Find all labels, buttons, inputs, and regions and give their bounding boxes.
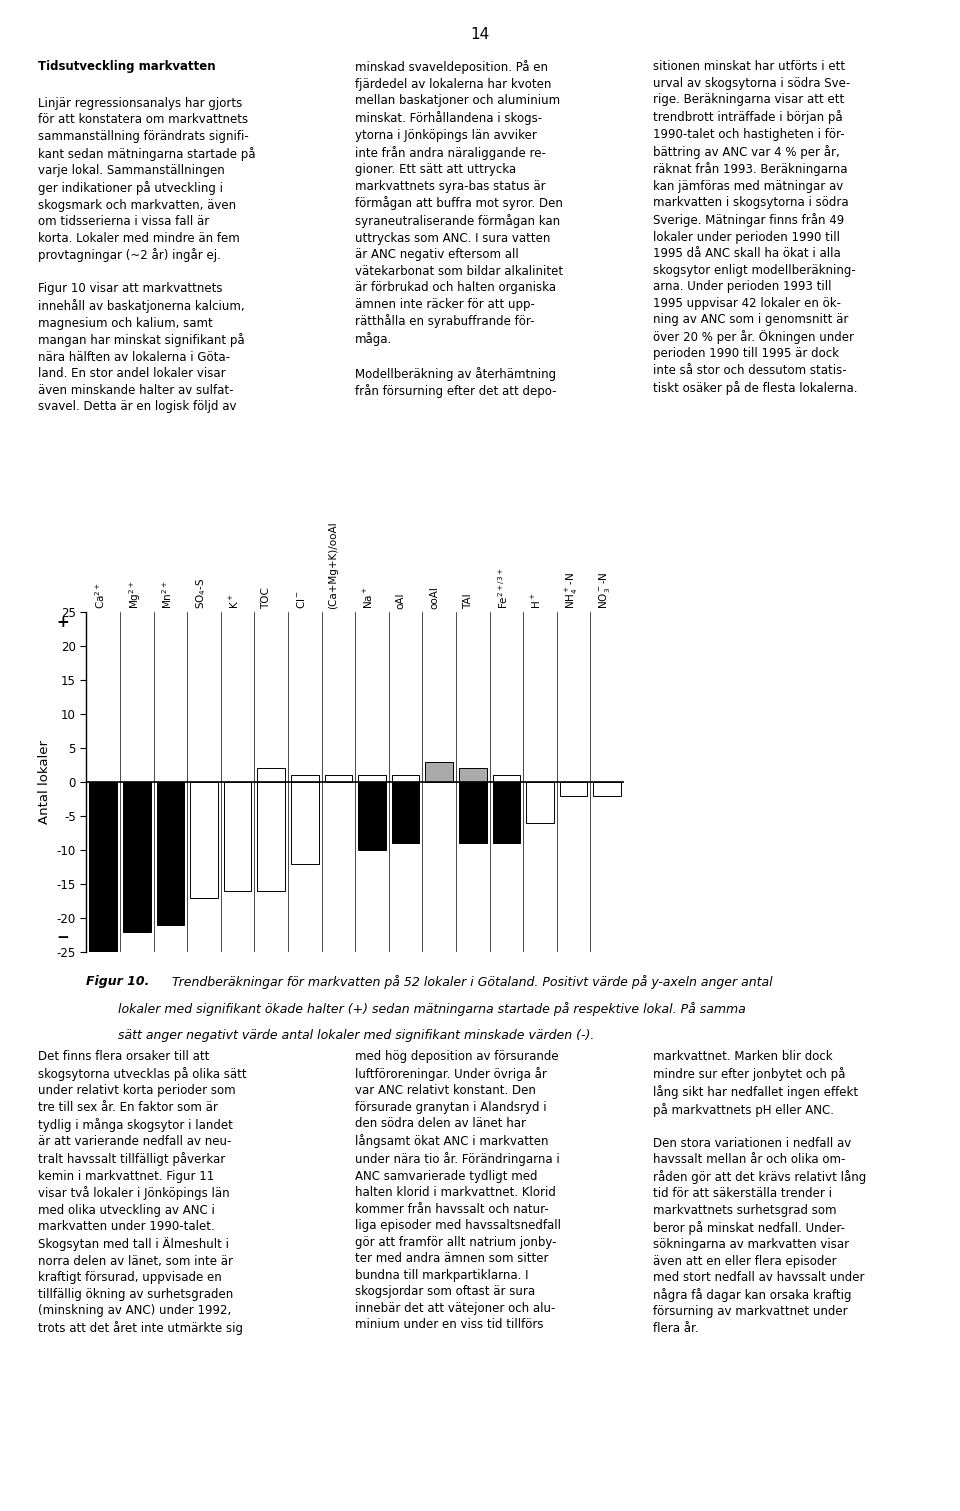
Bar <box>526 783 554 822</box>
Bar <box>392 775 420 783</box>
Text: Mg$^{2+}$: Mg$^{2+}$ <box>127 580 142 609</box>
Bar <box>224 783 252 891</box>
Text: Det finns flera orsaker till att
skogsytorna utvecklas på olika sätt
under relat: Det finns flera orsaker till att skogsyt… <box>38 1050 247 1336</box>
Bar <box>190 783 218 898</box>
Bar <box>492 783 520 843</box>
Bar <box>459 783 487 843</box>
Text: markvattnet. Marken blir dock
mindre sur efter jonbytet och på
lång sikt har ned: markvattnet. Marken blir dock mindre sur… <box>653 1050 866 1336</box>
Text: NO$_3^-$-N: NO$_3^-$-N <box>597 571 612 609</box>
Bar <box>89 783 117 952</box>
Y-axis label: Antal lokaler: Antal lokaler <box>38 740 51 823</box>
Text: Cl$^-$: Cl$^-$ <box>295 589 307 609</box>
Text: oAl: oAl <box>396 592 405 609</box>
Text: sätt anger negativt värde antal lokaler med signifikant minskade värden (-).: sätt anger negativt värde antal lokaler … <box>86 1029 595 1043</box>
Text: NH$_4^+$-N: NH$_4^+$-N <box>564 571 580 609</box>
Bar <box>257 783 285 891</box>
Text: Mn$^{2+}$: Mn$^{2+}$ <box>160 580 174 609</box>
Text: (Ca+Mg+K)/ooAl: (Ca+Mg+K)/ooAl <box>328 521 338 609</box>
Bar <box>358 775 386 783</box>
Text: Figur 10.: Figur 10. <box>86 975 150 988</box>
Bar <box>425 762 453 783</box>
Text: lokaler med signifikant ökade halter (+) sedan mätningarna startade på respektiv: lokaler med signifikant ökade halter (+)… <box>86 1002 746 1015</box>
Bar <box>593 783 621 795</box>
Bar <box>123 783 151 931</box>
Text: SO$_4$-S: SO$_4$-S <box>194 577 207 609</box>
Text: Tidsutveckling markvatten: Tidsutveckling markvatten <box>38 60 216 74</box>
Text: H$^+$: H$^+$ <box>530 592 543 609</box>
Text: 14: 14 <box>470 27 490 42</box>
Bar <box>459 768 487 783</box>
Text: ooAl: ooAl <box>429 586 439 609</box>
Bar <box>358 783 386 849</box>
Text: TAl: TAl <box>463 592 472 609</box>
Text: Trendberäkningar för markvatten på 52 lokaler i Götaland. Positivt värde på y-ax: Trendberäkningar för markvatten på 52 lo… <box>168 975 773 988</box>
Bar <box>257 768 285 783</box>
Text: −: − <box>57 931 69 946</box>
Bar <box>291 783 319 863</box>
Bar <box>291 775 319 783</box>
Text: +: + <box>57 615 69 630</box>
Bar <box>392 783 420 843</box>
Bar <box>560 783 588 795</box>
Text: Linjär regressionsanalys har gjorts
för att konstatera om markvattnets
sammanstä: Linjär regressionsanalys har gjorts för … <box>38 97 256 414</box>
Text: Ca$^{2+}$: Ca$^{2+}$ <box>93 582 107 609</box>
Bar <box>492 775 520 783</box>
Text: med hög deposition av försurande
luftföroreningar. Under övriga år
var ANC relat: med hög deposition av försurande luftför… <box>355 1050 562 1331</box>
Bar <box>324 775 352 783</box>
Text: minskad svaveldeposition. På en
fjärdedel av lokalerna har kvoten
mellan baskatj: minskad svaveldeposition. På en fjärdede… <box>355 60 564 399</box>
Text: Fe$^{2+/3+}$: Fe$^{2+/3+}$ <box>496 567 510 609</box>
Text: Na$^+$: Na$^+$ <box>362 586 375 609</box>
Text: K$^+$: K$^+$ <box>228 592 241 609</box>
Text: sitionen minskat har utförts i ett
urval av skogsytorna i södra Sve-
rige. Beräk: sitionen minskat har utförts i ett urval… <box>653 60 857 394</box>
Text: TOC: TOC <box>261 586 271 609</box>
Bar <box>156 783 184 925</box>
